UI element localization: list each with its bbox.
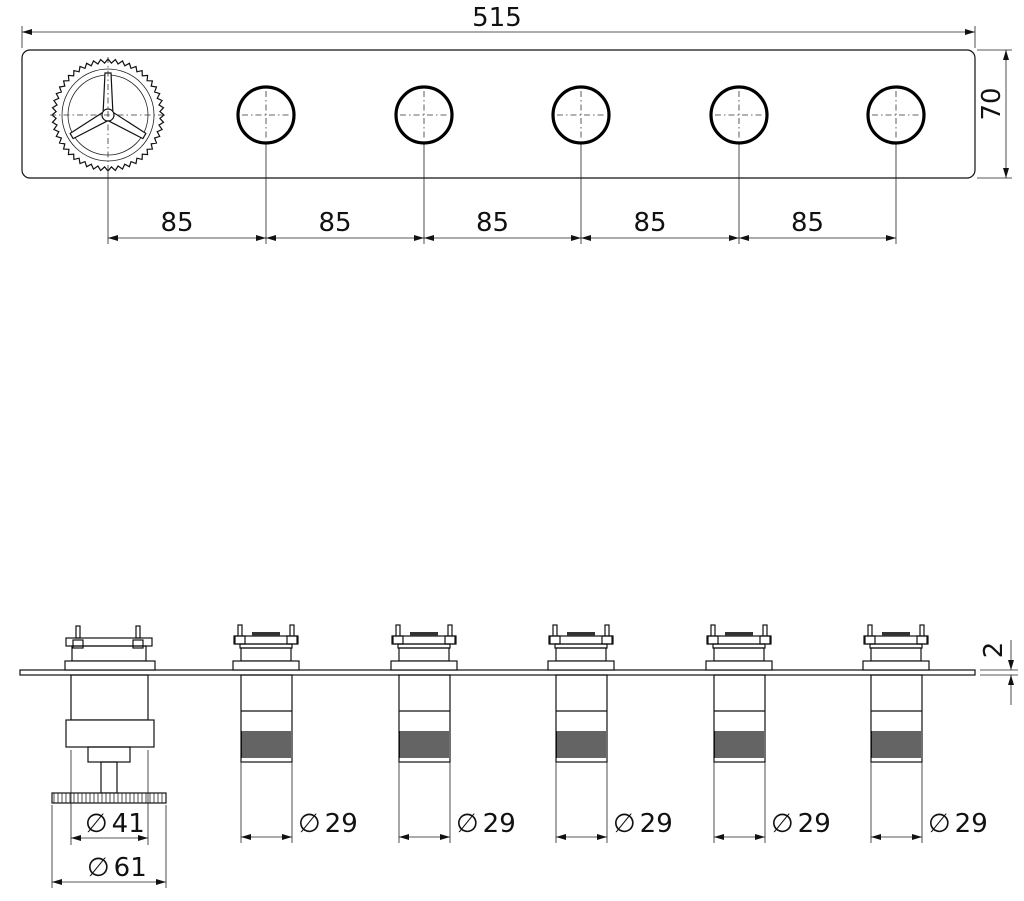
valve-hole-icon [236, 85, 296, 145]
dimension-spacing-label: 85 [633, 208, 666, 238]
plate-edge [19, 669, 976, 676]
valve-hole-icon [394, 85, 454, 145]
dimension-spacing-label: 85 [791, 208, 824, 238]
dimension-height-label: 70 [977, 87, 1007, 120]
dimension-valve-label: ∅ 29 [771, 809, 831, 839]
valve-side-assembly: ∅ 29 [390, 624, 516, 843]
dimension-valve-label: ∅ 29 [613, 809, 673, 839]
plate-outline [21, 49, 976, 179]
side-view: ∅ 29 ∅ 29 ∅ 29 ∅ 29 ∅ 29 2 ∅ 41 ∅ 61 [19, 624, 1018, 888]
dimension-valve-label: ∅ 29 [456, 809, 516, 839]
knob-side-assembly [51, 625, 167, 804]
dimension-spacing-label: 85 [476, 208, 509, 238]
knob-gear-icon [51, 792, 167, 804]
dimension-spacing-label: 85 [160, 208, 193, 238]
knurled-grip-icon [871, 731, 921, 758]
valve-hole-icon [866, 85, 926, 145]
knurled-grip-icon [556, 731, 606, 758]
dimension-knob-41-label: ∅ 41 [85, 809, 145, 839]
top-view: 515 70 85 85 85 85 85 [21, 3, 1012, 244]
dimension-thickness-label: 2 [979, 642, 1009, 659]
knurled-grip-icon [399, 731, 449, 758]
dimension-valve-label: ∅ 29 [928, 809, 988, 839]
valve-side-assembly: ∅ 29 [862, 624, 988, 843]
valve-hole-icon [551, 85, 611, 145]
valve-side-assembly: ∅ 29 [232, 624, 358, 843]
dimension-spacing-label: 85 [318, 208, 351, 238]
valve-side-assembly: ∅ 29 [705, 624, 831, 843]
dimension-knob-61-label: ∅ 61 [87, 853, 147, 883]
valve-side-assembly: ∅ 29 [547, 624, 673, 843]
dimension-length-label: 515 [472, 3, 522, 33]
knurled-grip-icon [714, 731, 764, 758]
knurled-grip-icon [241, 731, 291, 758]
dimension-valve-label: ∅ 29 [298, 809, 358, 839]
valve-hole-icon [709, 85, 769, 145]
wheel-knob-icon [50, 57, 166, 173]
